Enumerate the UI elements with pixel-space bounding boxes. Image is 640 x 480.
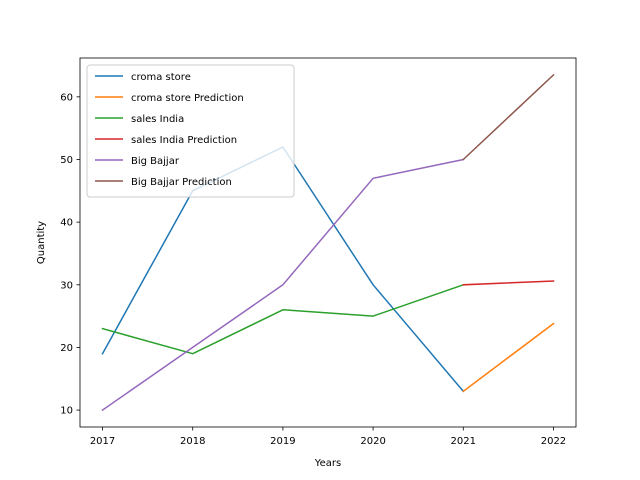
y-tick-label: 60 [60,92,73,103]
series-line-2 [101,283,465,355]
y-axis-ticks: 10 20 30 40 50 60 [60,92,80,417]
legend-entry: Big Bajjar [131,156,180,167]
x-tick-label: 2017 [90,436,115,447]
series-line-3 [462,280,555,286]
series-line-4 [101,158,465,412]
legend: croma store croma store Prediction sales I… [86,64,295,198]
x-tick-label: 2019 [270,436,295,447]
y-tick-label: 30 [60,280,73,291]
axes-frame [79,57,577,428]
x-tick-label: 2022 [541,436,566,447]
y-tick-label: 50 [60,155,73,166]
legend-entry: Big Bajjar Prediction [131,177,232,188]
x-tick-label: 2020 [360,436,385,447]
x-tick-label: 2021 [451,436,476,447]
y-tick-label: 10 [60,406,73,417]
legend-entry: croma store Prediction [131,93,244,104]
y-axis-label: Quantity [36,221,47,264]
legend-entry: croma store [131,72,191,83]
x-tick-label: 2018 [180,436,205,447]
x-axis-ticks: 2017 2018 2019 2020 2021 2022 [90,427,566,447]
legend-entry: sales India [131,114,184,125]
y-tick-label: 40 [60,218,73,229]
legend-entry: sales India Prediction [131,135,237,146]
legend-box [86,64,295,198]
series-line-5 [462,73,555,161]
series-line-1 [462,322,555,393]
y-tick-label: 20 [60,343,73,354]
x-axis-label: Years [314,458,341,469]
